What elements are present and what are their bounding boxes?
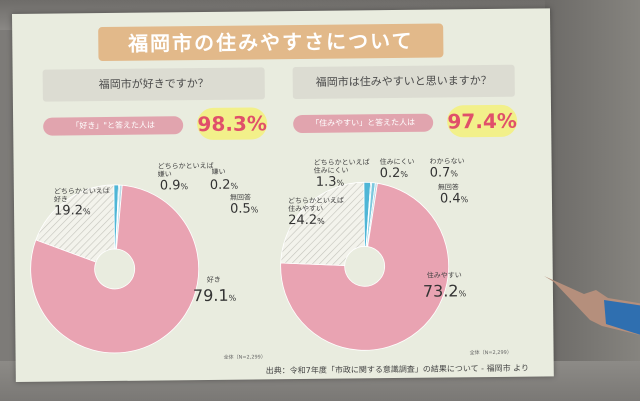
projector-screen: 福岡市の住みやすさについて 福岡市が好きですか？ 「好き」"と答えた人は 98.… <box>12 8 554 382</box>
value-somewhat-like: 19.2% <box>53 203 91 219</box>
value-like: 79.1% <box>192 285 237 306</box>
label-hard: 住みにくい <box>379 157 415 167</box>
value-dislike: 0.2% <box>209 177 239 193</box>
highlight-label-like: 「好き」"と答えた人は <box>43 116 184 136</box>
value-somewhat-livable: 24.2% <box>288 212 325 229</box>
slide-title: 福岡市の住みやすさについて <box>98 23 444 62</box>
label-somewhat-dislike-a: どちらかといえば <box>157 161 214 171</box>
source-credit: 出典：令和7年度「市政に関する意識調査」の結果について - 福岡市 より <box>265 363 529 376</box>
panel-livable: 福岡市は住みやすいと思いますか？ 「住みやすい」と答えた人は 97.4% どちら… <box>280 64 530 356</box>
value-no-answer-2: 0.4% <box>439 191 469 207</box>
label-livable: 住みやすい <box>426 271 462 280</box>
label-somewhat-dislike-b: 嫌い <box>157 170 172 179</box>
wall-right <box>545 0 640 401</box>
sample-note-livable: 全体（N=2,299） <box>469 349 512 357</box>
pie-slice-4 <box>35 184 115 263</box>
label-dont-know: わからない <box>429 157 465 166</box>
value-dont-know: 0.7% <box>429 165 459 181</box>
question-livable: 福岡市は住みやすいと思いますか？ <box>292 64 515 100</box>
pie-slice-5 <box>280 181 365 266</box>
pie-chart-like <box>30 184 200 354</box>
highlight-label-livable: 「住みやすい」と答えた人は <box>293 113 434 134</box>
label-somewhat-like-b: 好き <box>53 195 68 204</box>
label-dislike: 嫌い <box>211 167 226 176</box>
label-somewhat-like-a: どちらかといえば <box>53 186 110 196</box>
pointing-hand <box>544 276 640 336</box>
pie-slice-3 <box>30 184 200 354</box>
sample-note-like: 全体（N=2,299） <box>223 354 266 361</box>
value-livable: 73.2% <box>422 281 467 301</box>
highlight-value-livable: 97.4% <box>446 104 518 138</box>
value-hard: 0.2% <box>379 165 409 182</box>
value-somewhat-dislike: 0.9% <box>159 178 189 194</box>
panel-like: 福岡市が好きですか？ 「好き」"と答えた人は 98.3% どちらかといえば 嫌い… <box>30 67 280 361</box>
value-somewhat-hard: 1.3% <box>315 174 345 190</box>
highlight-value-like: 98.3% <box>196 107 268 141</box>
question-like: 福岡市が好きですか？ <box>42 67 265 102</box>
value-no-answer: 0.5% <box>229 201 259 217</box>
label-no-answer-2: 無回答 <box>437 183 459 192</box>
label-no-answer: 無回答 <box>229 193 251 202</box>
pie-chart-livable <box>280 181 450 351</box>
label-like: 好き <box>206 275 221 284</box>
pie-slice-4 <box>280 182 450 351</box>
